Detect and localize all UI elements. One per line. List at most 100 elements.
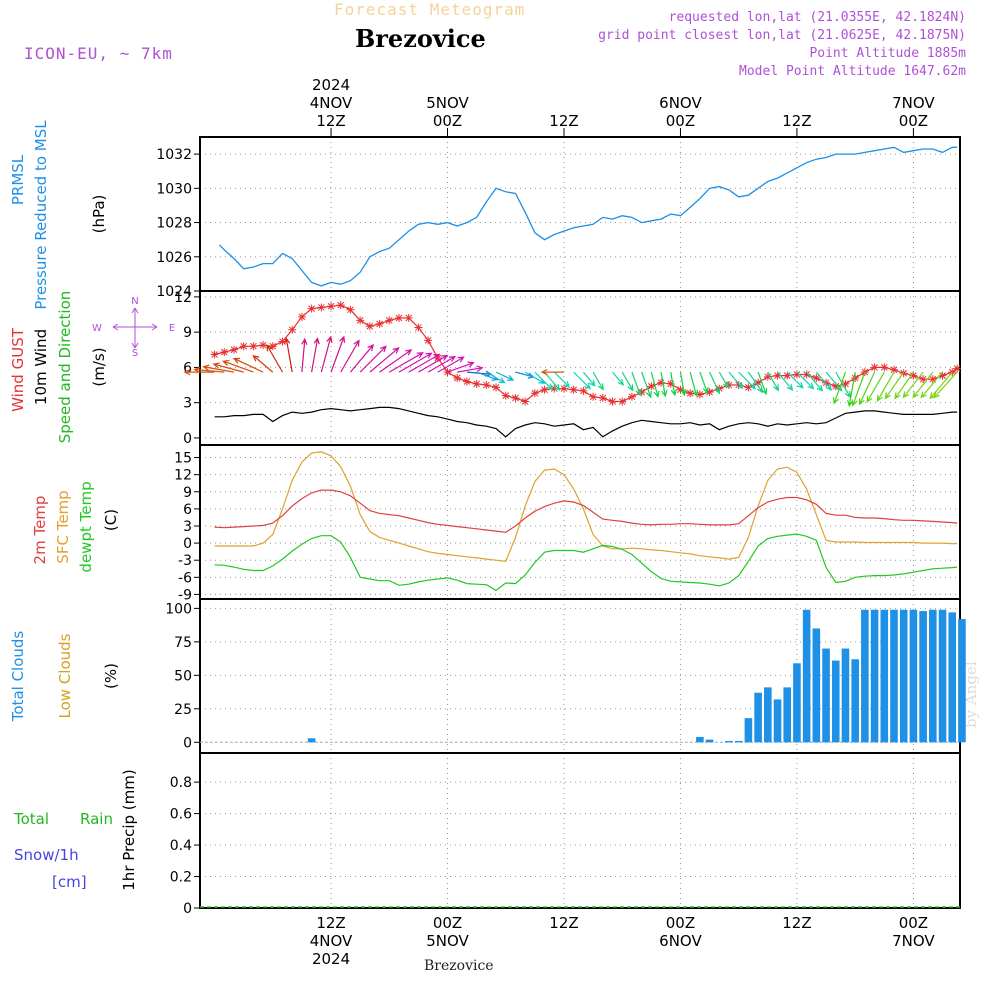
- wind-direction-arrow: [266, 344, 284, 373]
- total-clouds-bar: [919, 611, 927, 743]
- wind-gust-point: [851, 373, 860, 382]
- wind-direction-arrow: [202, 364, 235, 373]
- wind-gust-point: [472, 379, 481, 388]
- legend-rain: Rain: [80, 810, 113, 828]
- wind-direction-arrow: [699, 371, 709, 395]
- wind-direction-arrow: [777, 371, 794, 391]
- y-tick-label: 3: [183, 396, 192, 412]
- wind-gust-point: [909, 371, 918, 380]
- closest-coords: grid point closest lon,lat (21.0625E, 42…: [598, 28, 966, 43]
- wind-gust-point: [278, 337, 287, 346]
- wind-gust-point: [792, 370, 801, 379]
- wind-direction-arrow: [388, 352, 424, 373]
- legend-total-clouds: Total Clouds: [9, 631, 27, 723]
- legend-wind-gust: Wind GUST: [9, 327, 27, 412]
- bottom-axis-time-label: 00Z: [899, 914, 928, 932]
- wind-gust-point: [259, 341, 268, 350]
- wind-direction-arrow: [709, 371, 721, 395]
- compass-south: S: [132, 348, 138, 359]
- wind-gust-point: [627, 392, 636, 401]
- wind-direction-arrow: [553, 371, 571, 388]
- bottom-axis-date-label: 7NOV: [892, 932, 935, 950]
- legend-pressure-msl: Pressure Reduced to MSL: [32, 120, 50, 310]
- legend-snow: Snow/1h: [14, 846, 79, 864]
- panel-frame-pressure: [199, 136, 961, 292]
- legend-total: Total: [13, 810, 49, 828]
- wind-direction-arrow: [796, 371, 815, 390]
- wind-direction-arrow: [920, 371, 943, 399]
- y-tick-label: 75: [174, 635, 192, 651]
- wind-gust-point: [744, 383, 753, 392]
- y-tick-label: 0: [183, 536, 192, 552]
- wind-gust-point: [763, 372, 772, 381]
- series-prmsl-line: [218, 146, 958, 287]
- total-clouds-bar: [880, 609, 889, 743]
- top-axis-date-label: 6NOV: [659, 94, 702, 112]
- legend-snow-unit: [cm]: [52, 873, 87, 891]
- ylabel-wind: (m/s): [90, 347, 108, 386]
- wind-gust-point: [657, 378, 666, 387]
- wind-gust-point: [686, 389, 695, 398]
- top-axis-date-label: 4NOV: [310, 94, 353, 112]
- wind-gust-point: [424, 336, 433, 345]
- wind-direction-arrow: [679, 372, 687, 397]
- wind-gust-point: [618, 397, 627, 406]
- wind-gust-point: [783, 371, 792, 380]
- compass-north: N: [131, 296, 138, 307]
- total-clouds-bar: [754, 692, 762, 743]
- wind-direction-arrow: [757, 371, 768, 396]
- wind-gust-point: [394, 314, 403, 323]
- wind-direction-arrow: [232, 357, 264, 373]
- total-clouds-bar: [870, 609, 879, 743]
- compass-east: E: [169, 323, 175, 334]
- y-tick-label: 9: [183, 485, 192, 501]
- wind-gust-point: [880, 363, 889, 372]
- y-tick-label: 6: [183, 360, 192, 376]
- bottom-axis-date-label: 5NOV: [426, 932, 469, 950]
- total-clouds-bar: [793, 663, 801, 743]
- ylabel-temp: (C): [102, 509, 120, 531]
- top-axis-time-label: 12Z: [782, 112, 811, 130]
- total-clouds-bar: [696, 736, 704, 743]
- y-tick-label: 0.6: [170, 807, 192, 823]
- y-tick-label: 12: [174, 290, 192, 306]
- wind-direction-arrow: [427, 355, 457, 373]
- wind-direction-arrow: [301, 337, 308, 373]
- y-tick-label: 0: [183, 901, 192, 917]
- total-clouds-bar: [734, 740, 743, 743]
- total-clouds-bar: [812, 628, 821, 743]
- wind-direction-arrow: [486, 371, 506, 384]
- wind-gust-point: [831, 382, 840, 391]
- wind-direction-arrow: [631, 371, 642, 397]
- panel-frame-wind: [199, 290, 961, 446]
- wind-direction-arrow: [437, 356, 465, 373]
- wind-gust-point: [336, 301, 345, 310]
- wind-direction-arrow: [495, 371, 515, 381]
- total-clouds-bar: [841, 648, 850, 743]
- wind-direction-arrow: [835, 371, 851, 399]
- wind-direction-arrow: [641, 371, 652, 399]
- series-dewpt-temp-line: [214, 533, 958, 592]
- total-clouds-bar: [831, 660, 840, 743]
- wind-direction-arrow: [747, 371, 764, 394]
- y-tick-label: 0.2: [170, 870, 192, 886]
- legend-dewpt-temp: dewpt Temp: [77, 481, 95, 572]
- wind-direction-arrow: [212, 362, 244, 373]
- wind-gust-point: [521, 397, 530, 406]
- total-clouds-bar: [909, 609, 918, 743]
- total-clouds-bar: [861, 609, 869, 743]
- wind-gust-point: [773, 371, 782, 380]
- wind-gust-point: [433, 354, 442, 363]
- model-altitude: Model Point Altitude 1647.62m: [739, 64, 966, 79]
- wind-gust-point: [356, 316, 365, 325]
- y-tick-label: 0: [183, 431, 192, 447]
- wind-gust-point: [559, 384, 568, 393]
- wind-direction-arrow: [728, 371, 744, 390]
- wind-direction-arrow: [193, 366, 225, 374]
- y-tick-label: 0: [183, 735, 192, 751]
- wind-gust-point: [404, 314, 413, 323]
- wind-direction-arrow: [851, 371, 866, 407]
- wind-direction-arrow: [767, 371, 780, 392]
- wind-direction-arrow: [222, 359, 254, 373]
- wind-gust-point: [754, 378, 763, 387]
